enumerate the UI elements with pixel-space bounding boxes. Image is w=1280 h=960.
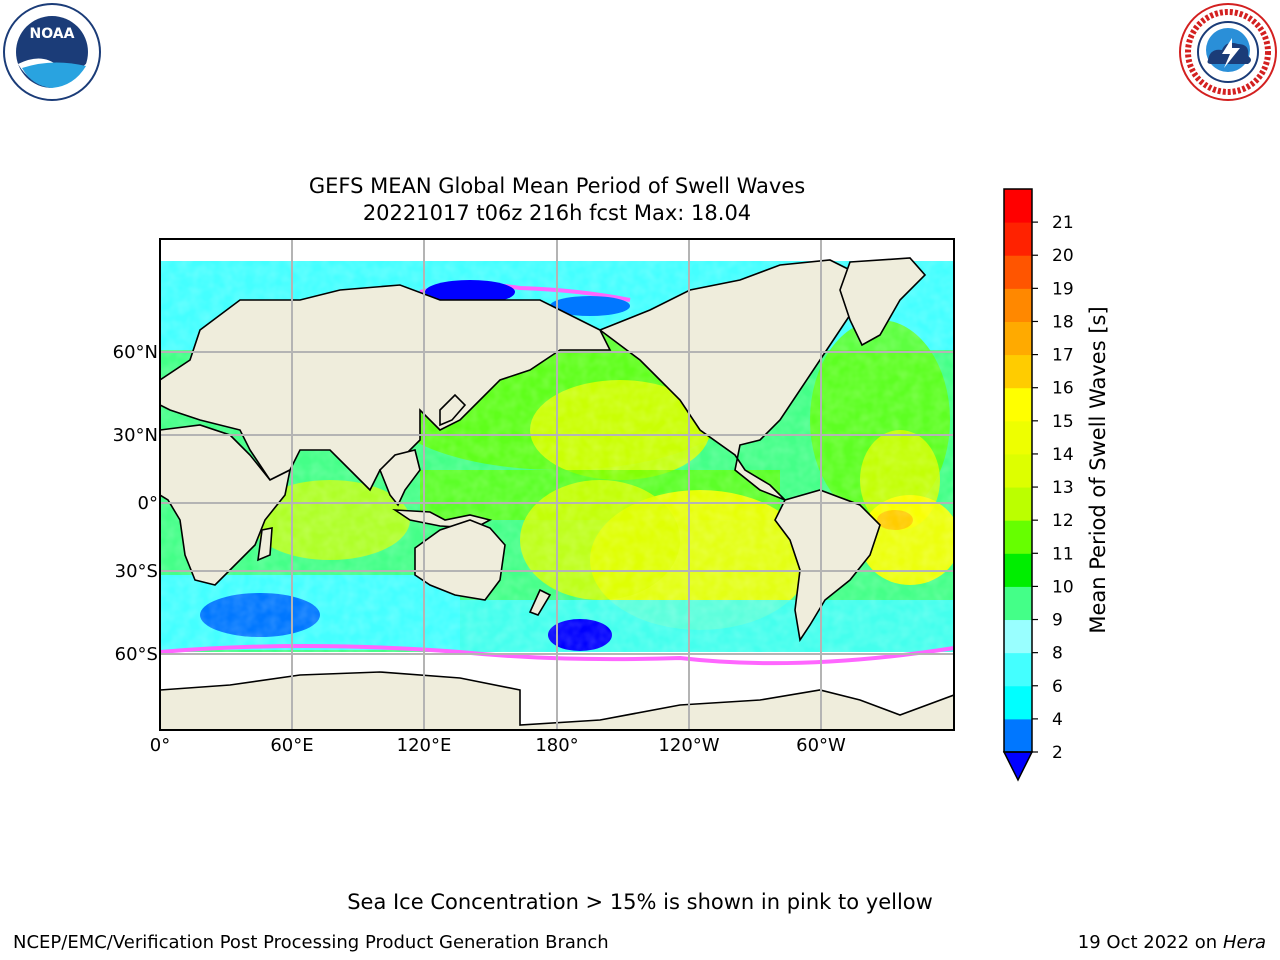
map-frame [159, 238, 955, 731]
map-plot-area [160, 239, 954, 730]
colorbar-tick-label: 2 [1052, 743, 1063, 763]
colorbar-tick-label: 13 [1052, 478, 1074, 498]
noaa-logo: NOAA [3, 3, 101, 101]
colorbar-tick-label: 18 [1052, 312, 1074, 332]
colorbar-tick-label: 4 [1052, 710, 1063, 730]
colorbar-segment [1004, 718, 1032, 753]
colorbar-segment [1004, 553, 1032, 587]
land-antarctica [160, 671, 954, 730]
footer-host: Hera [1222, 932, 1266, 953]
field-arctic-low-1 [425, 280, 515, 304]
field-arctic-low-2 [550, 296, 630, 316]
lat-label-60n: 60°N [113, 342, 158, 363]
map-title: GEFS MEAN Global Mean Period of Swell Wa… [308, 174, 806, 198]
colorbar-segment [1004, 685, 1032, 720]
colorbar-segment [1004, 420, 1032, 455]
colorbar-segment [1004, 255, 1032, 289]
lat-label-30n: 30°N [113, 425, 158, 446]
map-subtitle: 20221017 t06z 216h fcst Max: 18.04 [362, 201, 752, 225]
colorbar-tick-label: 10 [1052, 577, 1074, 597]
colorbar-segment [1004, 321, 1032, 356]
colorbar-segment [1004, 487, 1032, 521]
lon-labels: 0° 60°E 120°E 180° 120°W 60°W [150, 735, 846, 756]
colorbar-tick-label: 19 [1052, 279, 1074, 299]
colorbar-segment [1004, 520, 1032, 554]
gridlines [160, 239, 954, 730]
land-north-america [598, 259, 861, 501]
colorbar-tick-label: 9 [1052, 611, 1063, 631]
colorbar-tick-label: 16 [1052, 379, 1074, 399]
colorbar-tick-label: 11 [1052, 544, 1074, 564]
colorbar-tick-label: 8 [1052, 644, 1063, 664]
colorbar-segment [1004, 619, 1032, 654]
colorbar-tick-label: 15 [1052, 412, 1074, 432]
colorbar-tick-label: 17 [1052, 346, 1074, 366]
lon-label-60w: 60°W [796, 735, 846, 756]
land-madagascar [257, 527, 273, 562]
colorbar-segment [1004, 222, 1032, 256]
colorbar-segment [1004, 652, 1032, 687]
colorbar-title: Mean Period of Swell Waves [s] [1086, 306, 1110, 634]
lon-label-0: 0° [150, 735, 170, 756]
colorbar: 2 4 6 8 9 10 11 12 13 14 15 16 17 18 19 20 21 [1002, 188, 1074, 782]
colorbar-segment [1004, 586, 1032, 621]
lon-label-180: 180° [535, 735, 578, 756]
colorbar-segment [1004, 453, 1032, 488]
colorbar-segment [1004, 288, 1032, 322]
land [160, 257, 954, 730]
colorbar-segment [1004, 387, 1032, 422]
nws-logo [1179, 3, 1277, 101]
land-eurasia [160, 284, 612, 492]
noaa-logo-text: NOAA [30, 26, 75, 42]
colorbar-tick-label: 12 [1052, 511, 1074, 531]
lon-label-120w: 120°W [658, 735, 719, 756]
lat-label-eq: 0° [138, 493, 158, 514]
land-japan [439, 393, 467, 427]
footer-date: 19 Oct 2022 on Hera [1078, 932, 1266, 953]
land-new-zealand [528, 588, 552, 616]
land-south-america [774, 489, 881, 643]
colorbar-frame [1003, 188, 1033, 753]
land-greenland [839, 257, 927, 347]
colorbar-tick-label: 21 [1052, 213, 1074, 233]
sea-ice-note: Sea Ice Concentration > 15% is shown in … [347, 890, 933, 914]
lon-label-120e: 120°E [397, 735, 452, 756]
colorbar-under-arrow [1002, 751, 1034, 782]
colorbar-segment [1004, 189, 1032, 223]
lat-label-30s: 30°S [115, 561, 158, 582]
footer-credit: NCEP/EMC/Verification Post Processing Pr… [13, 932, 609, 953]
lon-label-60e: 60°E [270, 735, 313, 756]
lat-label-60s: 60°S [115, 644, 158, 665]
land-africa [160, 424, 292, 586]
colorbar-tick-label: 20 [1052, 246, 1074, 266]
colorbar-tick-label: 6 [1052, 677, 1063, 697]
colorbar-tick-label: 14 [1052, 445, 1074, 465]
lat-labels: 60°N 30°N 0° 30°S 60°S [113, 342, 158, 665]
land-indochina [379, 449, 421, 507]
colorbar-segment [1004, 354, 1032, 389]
footer-date-text: 19 Oct 2022 on [1077, 932, 1218, 953]
